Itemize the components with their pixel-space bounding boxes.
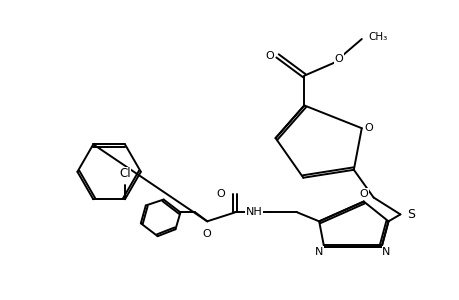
Text: O: O (358, 189, 367, 199)
Text: CH₃: CH₃ (368, 32, 387, 42)
Text: O: O (334, 54, 342, 64)
Text: O: O (202, 229, 211, 239)
Text: O: O (265, 51, 274, 61)
Text: O: O (364, 123, 372, 133)
Text: N: N (314, 247, 323, 257)
Text: N: N (381, 247, 390, 257)
Text: NH: NH (246, 207, 262, 218)
Text: O: O (216, 189, 224, 199)
Text: S: S (407, 208, 414, 221)
Text: Cl: Cl (119, 167, 130, 180)
